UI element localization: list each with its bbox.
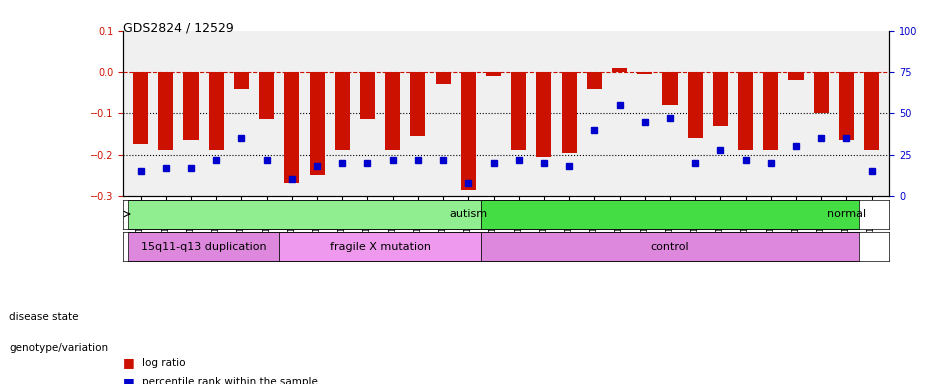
Bar bbox=[486, 72, 501, 76]
Text: genotype/variation: genotype/variation bbox=[9, 343, 109, 353]
FancyBboxPatch shape bbox=[128, 200, 481, 228]
Text: fragile X mutation: fragile X mutation bbox=[329, 242, 430, 252]
Text: log ratio: log ratio bbox=[142, 358, 185, 368]
Bar bbox=[411, 72, 426, 136]
Bar bbox=[738, 72, 753, 151]
Bar bbox=[562, 72, 577, 152]
Text: autism: autism bbox=[449, 209, 487, 219]
Bar bbox=[864, 72, 879, 151]
Bar bbox=[158, 72, 173, 151]
Text: 15q11-q13 duplication: 15q11-q13 duplication bbox=[141, 242, 267, 252]
Text: GDS2824 / 12529: GDS2824 / 12529 bbox=[123, 21, 234, 34]
Bar bbox=[133, 72, 149, 144]
Bar bbox=[285, 72, 300, 184]
FancyBboxPatch shape bbox=[481, 232, 859, 261]
FancyBboxPatch shape bbox=[128, 232, 279, 261]
Text: normal: normal bbox=[827, 209, 866, 219]
Bar bbox=[788, 72, 803, 80]
FancyBboxPatch shape bbox=[481, 200, 859, 228]
Bar bbox=[461, 72, 476, 190]
Bar bbox=[209, 72, 224, 151]
Bar bbox=[688, 72, 703, 138]
Bar bbox=[587, 72, 602, 89]
Bar bbox=[359, 72, 375, 119]
Bar bbox=[184, 72, 199, 140]
Text: percentile rank within the sample: percentile rank within the sample bbox=[142, 377, 318, 384]
Text: control: control bbox=[651, 242, 690, 252]
Bar bbox=[839, 72, 854, 140]
Bar bbox=[385, 72, 400, 151]
Bar bbox=[612, 68, 627, 72]
Bar bbox=[234, 72, 249, 89]
Text: ■: ■ bbox=[123, 356, 134, 369]
Bar bbox=[309, 72, 324, 175]
Bar bbox=[662, 72, 677, 105]
Text: ■: ■ bbox=[123, 376, 134, 384]
Bar bbox=[259, 72, 274, 119]
Bar bbox=[638, 72, 653, 74]
FancyBboxPatch shape bbox=[279, 232, 481, 261]
Bar bbox=[536, 72, 552, 157]
Text: disease state: disease state bbox=[9, 312, 79, 322]
Bar bbox=[814, 72, 829, 113]
Bar bbox=[335, 72, 350, 151]
Bar bbox=[435, 72, 450, 84]
Bar bbox=[511, 72, 526, 151]
Bar bbox=[763, 72, 779, 151]
Bar bbox=[712, 72, 727, 126]
